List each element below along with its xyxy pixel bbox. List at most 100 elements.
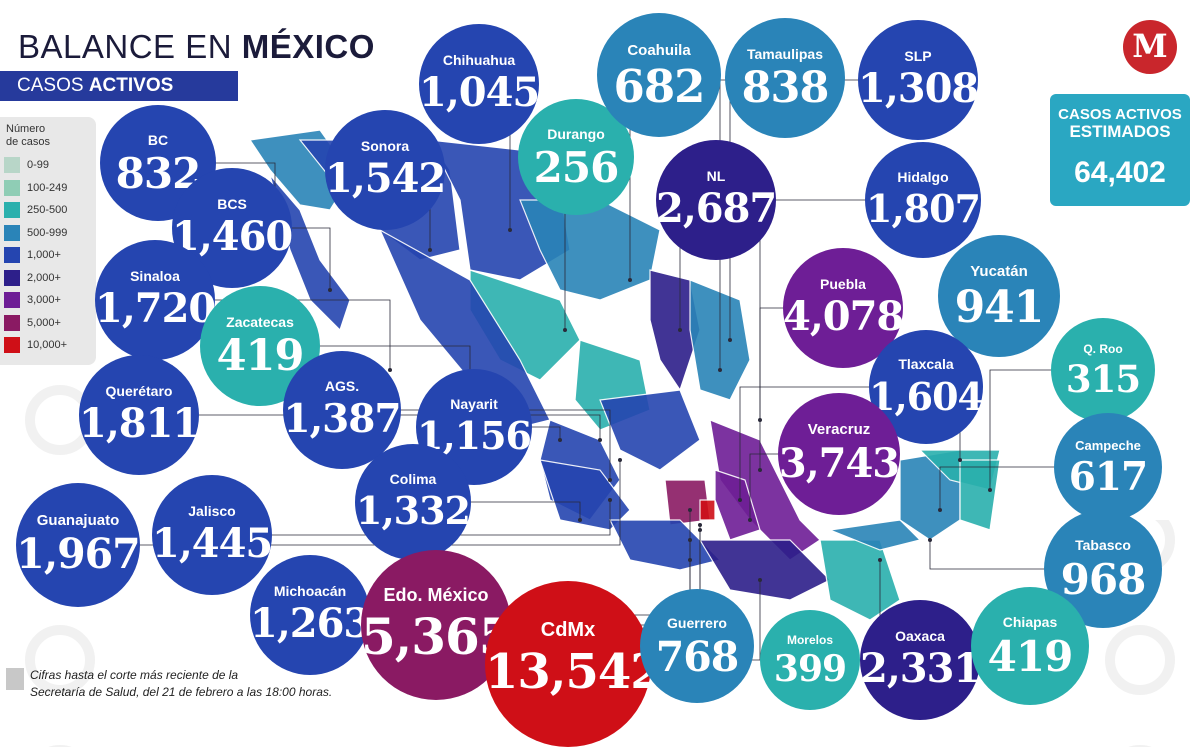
state-bubble: SLP 1,308 — [858, 20, 979, 140]
state-bubble: Oaxaca 2,331 — [860, 600, 981, 720]
state-name: Chihuahua — [442, 52, 516, 68]
leader-dot — [928, 538, 932, 542]
legend-swatch — [4, 269, 20, 286]
estimated-cases-label: CASOS ACTIVOS ESTIMADOS — [1050, 106, 1190, 140]
state-name: BC — [147, 132, 169, 148]
state-value: 4,078 — [783, 293, 904, 340]
state-bubble: BCS 1,460 — [172, 168, 293, 288]
state-name: Nayarit — [450, 396, 498, 412]
logo-letter: M — [1132, 27, 1168, 65]
state-name: Edo. México — [383, 585, 489, 605]
leader-dot — [698, 523, 702, 527]
legend-label: 500-999 — [27, 226, 68, 239]
legend-item: 5,000+ — [4, 313, 61, 333]
leader-dot — [428, 248, 432, 252]
state-value: 1,445 — [152, 520, 273, 567]
state-bubble: Coahuila 682 — [597, 13, 721, 137]
map-region — [827, 519, 922, 551]
state-name: Sinaloa — [130, 268, 180, 284]
map-region — [599, 389, 701, 471]
state-value: 13,542 — [485, 644, 664, 700]
state-name: Puebla — [820, 276, 866, 292]
leader-dot — [958, 458, 962, 462]
leader-dot — [988, 488, 992, 492]
legend-swatch — [4, 292, 20, 308]
legend-label: 1,000+ — [27, 249, 61, 261]
state-bubble: Jalisco 1,445 — [152, 475, 273, 595]
legend: Número de casos 0-99 100-249 250-500 500-99… — [0, 117, 96, 365]
source-note-line2: Secretaría de Salud, del 21 de febrero a… — [30, 685, 333, 699]
state-name: Oaxaca — [895, 628, 945, 644]
state-name: Coahuila — [627, 42, 691, 59]
legend-swatch — [4, 337, 20, 353]
source-note: Cifras hasta el corte más reciente de la… — [30, 667, 332, 701]
map-region — [519, 199, 661, 301]
state-name: Sonora — [360, 138, 410, 154]
state-bubble: Chihuahua 1,045 — [419, 24, 540, 144]
state-value: 315 — [1065, 357, 1141, 401]
leader-dot — [748, 518, 752, 522]
leader-dot — [698, 528, 702, 532]
leader-dot — [688, 508, 692, 512]
title-bold: MÉXICO — [241, 28, 375, 65]
state-bubble: CdMx 13,542 — [485, 581, 664, 747]
state-name: Tabasco — [1075, 537, 1131, 553]
state-value: 2,331 — [860, 645, 981, 692]
state-value: 1,807 — [866, 186, 981, 231]
state-bubble: AGS. 1,387 — [283, 351, 402, 469]
state-value: 768 — [655, 633, 740, 681]
state-bubble: Zacatecas 419 — [200, 286, 320, 406]
state-value: 1,332 — [356, 488, 471, 533]
leader-dot — [388, 368, 392, 372]
state-bubble: Chiapas 419 — [971, 587, 1089, 705]
state-bubble: Tamaulipas 838 — [725, 18, 845, 138]
state-value: 399 — [773, 648, 847, 690]
estimated-cases-box: CASOS ACTIVOS ESTIMADOS 64,402 — [1050, 94, 1190, 206]
subtitle-bold: ACTIVOS — [88, 75, 174, 96]
leader-line — [212, 500, 611, 536]
state-bubble: Edo. México 5,365 — [361, 550, 514, 700]
state-name: Colima — [389, 471, 437, 487]
leader-dot — [328, 288, 332, 292]
leader-line — [939, 466, 1108, 510]
state-name: Yucatán — [970, 263, 1028, 280]
leader-dot — [628, 278, 632, 282]
state-name: Durango — [547, 126, 605, 142]
map-region — [698, 539, 832, 601]
state-name: Morelos — [786, 633, 833, 647]
state-bubble: Guerrero 768 — [640, 589, 754, 703]
state-bubble: Sonora 1,542 — [325, 110, 446, 230]
leader-dot — [938, 508, 942, 512]
state-value: 682 — [613, 60, 706, 113]
legend-item: 1,000+ — [4, 245, 61, 265]
state-name: Jalisco — [188, 503, 236, 519]
state-name: Zacatecas — [226, 314, 294, 330]
state-value: 419 — [216, 331, 305, 381]
legend-item: 3,000+ — [4, 290, 61, 310]
title-light: BALANCE EN — [18, 28, 242, 65]
estimated-label-line2: ESTIMADOS — [1069, 122, 1171, 141]
legend-item: 10,000+ — [4, 335, 67, 355]
state-name: Veracruz — [807, 421, 871, 438]
state-name: SLP — [904, 48, 932, 64]
state-bubble: Guanajuato 1,967 — [16, 483, 141, 607]
leader-dot — [728, 338, 732, 342]
legend-label: 5,000+ — [27, 316, 61, 329]
page-subtitle: CASOS ACTIVOS — [0, 71, 238, 101]
state-value: 1,811 — [79, 400, 200, 447]
state-value: 1,967 — [16, 530, 140, 578]
state-value: 1,387 — [283, 396, 401, 442]
legend-swatch — [4, 247, 20, 263]
state-bubble: Sinaloa 1,720 — [95, 240, 216, 360]
leader-dot — [758, 468, 762, 472]
state-name: Michoacán — [273, 583, 347, 599]
leader-dot — [558, 438, 562, 442]
state-value: 1,045 — [419, 69, 540, 116]
state-value: 256 — [533, 143, 620, 192]
state-value: 419 — [987, 632, 1074, 681]
state-name: NL — [706, 168, 726, 184]
state-bubble: Hidalgo 1,807 — [865, 142, 981, 258]
state-bubble: Colima 1,332 — [355, 444, 471, 560]
leader-line — [739, 386, 926, 500]
